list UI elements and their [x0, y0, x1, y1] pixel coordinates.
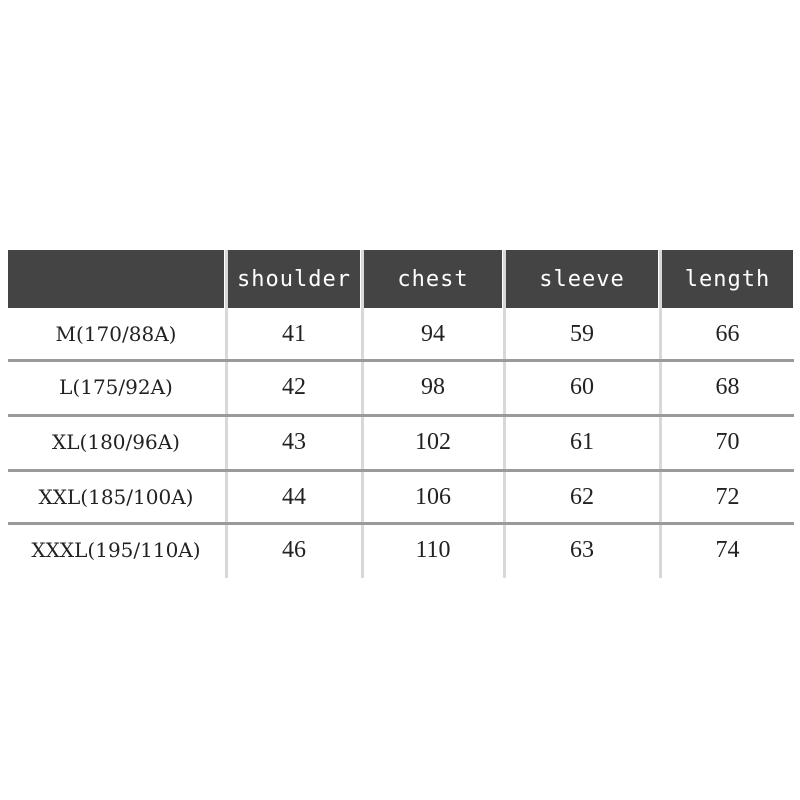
row-divider: [8, 469, 794, 472]
size-label-cell: XL(180/96A): [52, 430, 180, 454]
measurement-cell: 68: [715, 373, 740, 400]
measurement-cell: 106: [415, 483, 451, 510]
size-label-cell: L(175/92A): [59, 375, 173, 399]
header-cell: [8, 250, 224, 308]
measurement-cell: 62: [570, 483, 594, 510]
measurement-cell: 60: [570, 373, 594, 400]
measurement-cell: 44: [282, 483, 306, 510]
measurement-cell: 72: [715, 483, 740, 510]
measurement-cell: 42: [282, 373, 306, 400]
measurement-cell: 59: [570, 320, 594, 347]
measurement-cell: 102: [415, 428, 451, 455]
row-divider: [8, 522, 794, 525]
measurement-cell: 63: [570, 536, 594, 563]
measurement-cell: 98: [421, 373, 445, 400]
header-cell: length: [662, 250, 793, 308]
measurement-cell: 61: [570, 428, 594, 455]
header-cell: sleeve: [506, 250, 658, 308]
header-cell: shoulder: [228, 250, 360, 308]
row-divider: [8, 359, 794, 362]
measurement-cell: 74: [715, 536, 740, 563]
measurement-cell: 94: [421, 320, 445, 347]
size-label-cell: M(170/88A): [55, 322, 177, 346]
header-cell: chest: [364, 250, 502, 308]
measurement-cell: 110: [415, 536, 451, 563]
measurement-cell: 41: [282, 320, 306, 347]
measurement-cell: 43: [282, 428, 306, 455]
size-label-cell: XXL(185/100A): [38, 485, 194, 509]
row-divider: [8, 414, 794, 417]
measurement-cell: 46: [282, 536, 306, 563]
measurement-cell: 70: [715, 428, 740, 455]
size-label-cell: XXXL(195/110A): [31, 538, 201, 562]
measurement-cell: 66: [715, 320, 740, 347]
